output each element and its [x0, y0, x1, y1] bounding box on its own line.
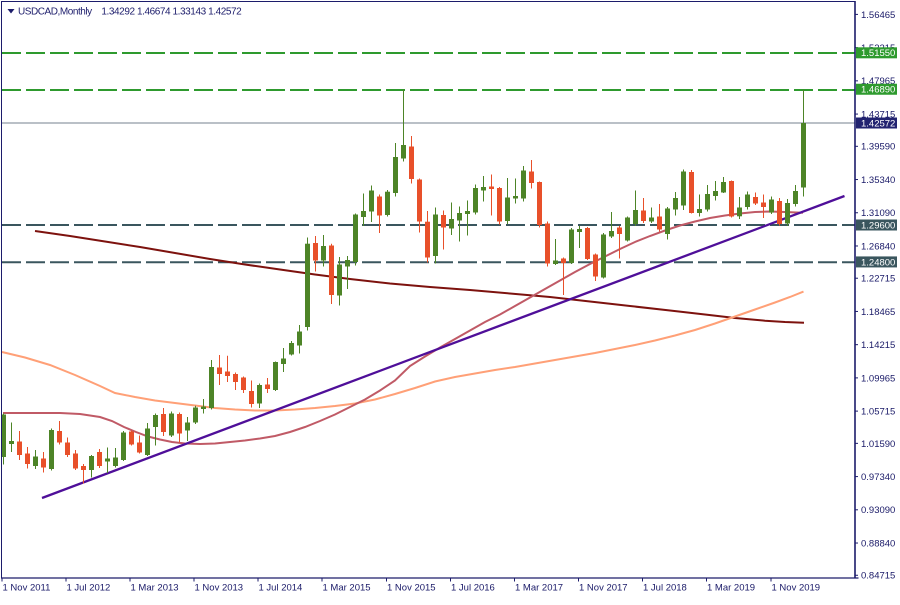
svg-text:1.43715: 1.43715: [861, 109, 895, 120]
svg-text:1.46890: 1.46890: [861, 85, 895, 96]
svg-text:0.93090: 0.93090: [861, 505, 895, 516]
svg-text:1.18465: 1.18465: [861, 307, 895, 318]
svg-text:USDCAD,Monthly: USDCAD,Monthly: [18, 6, 92, 17]
svg-text:1 Nov 2013: 1 Nov 2013: [195, 583, 244, 594]
svg-text:1 Nov 2011: 1 Nov 2011: [3, 583, 51, 594]
svg-text:1.29600: 1.29600: [861, 220, 895, 231]
svg-text:1 Jul 2012: 1 Jul 2012: [67, 583, 111, 594]
svg-text:1.14215: 1.14215: [861, 340, 895, 351]
svg-text:1.42572: 1.42572: [861, 118, 895, 129]
svg-text:1 Nov 2015: 1 Nov 2015: [387, 583, 436, 594]
svg-text:1.39590: 1.39590: [861, 142, 895, 153]
svg-text:1 Jul 2014: 1 Jul 2014: [259, 583, 303, 594]
svg-text:0.97340: 0.97340: [861, 472, 895, 483]
svg-text:1.24800: 1.24800: [861, 257, 895, 268]
svg-text:1.34292 1.46674 1.33143 1.4257: 1.34292 1.46674 1.33143 1.42572: [101, 6, 242, 17]
svg-text:0.88840: 0.88840: [861, 538, 895, 549]
svg-text:1.35340: 1.35340: [861, 175, 895, 186]
svg-text:1 Mar 2017: 1 Mar 2017: [515, 583, 563, 594]
svg-text:0.84715: 0.84715: [861, 571, 895, 582]
svg-text:1.01590: 1.01590: [861, 439, 895, 450]
svg-text:1 Mar 2015: 1 Mar 2015: [323, 583, 371, 594]
svg-text:1.22715: 1.22715: [861, 274, 895, 285]
svg-text:1 Jul 2016: 1 Jul 2016: [451, 583, 495, 594]
svg-text:1.47965: 1.47965: [861, 76, 895, 87]
svg-text:1 Nov 2019: 1 Nov 2019: [772, 583, 821, 594]
svg-text:1.31090: 1.31090: [861, 208, 895, 219]
svg-text:1 Jul 2018: 1 Jul 2018: [643, 583, 687, 594]
svg-text:1 Mar 2019: 1 Mar 2019: [707, 583, 755, 594]
svg-text:1.51550: 1.51550: [861, 48, 895, 59]
svg-text:1.09965: 1.09965: [861, 373, 895, 384]
svg-text:1.56465: 1.56465: [861, 10, 895, 21]
svg-text:1 Nov 2017: 1 Nov 2017: [579, 583, 628, 594]
svg-text:1.05715: 1.05715: [861, 407, 895, 418]
svg-text:1.26840: 1.26840: [861, 241, 895, 252]
svg-text:1 Mar 2013: 1 Mar 2013: [131, 583, 179, 594]
